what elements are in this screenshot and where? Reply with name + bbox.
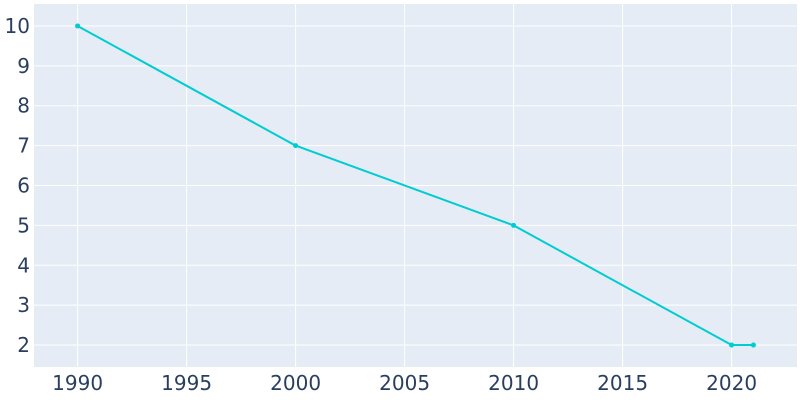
y-axis-tick-labels: 2 3 4 5 6 7 8 9 10 (5, 14, 30, 357)
y-tick-label: 10 (5, 14, 30, 38)
y-tick-label: 6 (17, 174, 30, 198)
x-tick-label: 2000 (270, 371, 321, 395)
y-tick-label: 9 (17, 54, 30, 78)
y-tick-label: 4 (17, 253, 30, 277)
y-tick-label: 7 (17, 134, 30, 158)
x-tick-label: 2005 (379, 371, 430, 395)
y-tick-label: 5 (17, 213, 30, 237)
y-gridlines (34, 25, 797, 346)
data-point (750, 342, 756, 348)
data-point (293, 143, 299, 149)
series-group (75, 23, 756, 348)
data-point (75, 23, 81, 29)
x-tick-label: 2020 (706, 371, 757, 395)
x-tick-label: 1995 (161, 371, 212, 395)
x-axis-tick-labels: 1990 1995 2000 2005 2010 2015 2020 (52, 371, 757, 395)
data-point (511, 222, 517, 228)
data-point (729, 342, 735, 348)
y-tick-label: 3 (17, 293, 30, 317)
x-tick-label: 1990 (52, 371, 103, 395)
x-tick-label: 2010 (488, 371, 539, 395)
y-tick-label: 2 (17, 333, 30, 357)
x-tick-label: 2015 (597, 371, 648, 395)
y-tick-label: 8 (17, 94, 30, 118)
